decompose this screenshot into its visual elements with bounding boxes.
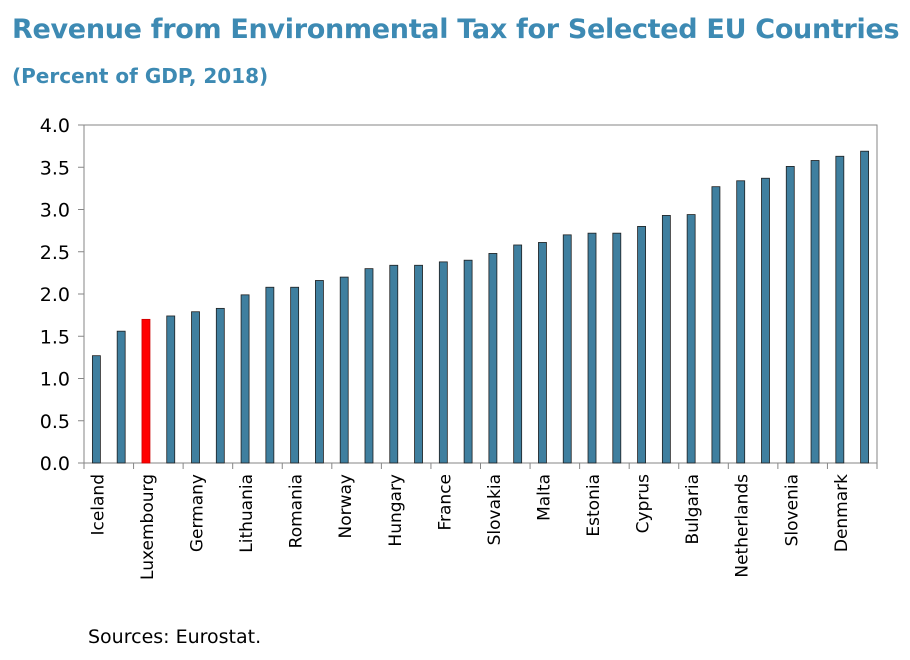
- x-tick-label: Slovakia: [485, 474, 505, 545]
- x-tick-label: Bulgaria: [683, 474, 703, 545]
- x-tick-label: Norway: [336, 474, 356, 539]
- x-tick-label: Hungary: [386, 474, 406, 547]
- bar-sweden: [215, 307, 225, 464]
- x-tick-label: Estonia: [584, 474, 604, 537]
- bar-hungary: [389, 264, 399, 464]
- x-tick-label: Romania: [287, 474, 307, 548]
- bar-bulgaria: [686, 214, 696, 464]
- x-tick-label: Slovenia: [782, 474, 802, 546]
- bar-ireland: [116, 330, 126, 464]
- x-tick-label: Lithuania: [237, 474, 257, 553]
- bar-greece: [761, 177, 770, 464]
- source-note: Sources: Eurostat.: [88, 626, 262, 648]
- bar-netherlands: [736, 180, 746, 464]
- bar-luxembourg: [141, 318, 151, 464]
- chart-title: Revenue from Environmental Tax for Selec…: [12, 14, 900, 45]
- bar-poland: [463, 259, 473, 464]
- bar-spain: [166, 315, 176, 464]
- x-tick-label: Netherlands: [733, 474, 753, 578]
- bar-turkey: [810, 160, 820, 464]
- bar-iceland: [91, 355, 101, 464]
- bar-malta: [538, 242, 547, 464]
- bar-portugal: [364, 268, 374, 464]
- bar-germany: [191, 311, 200, 464]
- bar-italy: [612, 232, 622, 464]
- chart-subtitle: (Percent of GDP, 2018): [12, 64, 269, 88]
- x-tick-label: France: [435, 474, 455, 531]
- plot-frame: [83, 124, 878, 464]
- bar-austria: [513, 244, 523, 464]
- y-tick-label: 0.5: [40, 411, 70, 433]
- y-tick-label: 0.0: [40, 453, 70, 475]
- bar-finland: [562, 234, 572, 464]
- bar-other: [860, 150, 870, 464]
- bar-slovenia: [785, 166, 795, 464]
- bar-france: [438, 261, 448, 464]
- bar-cyprus: [637, 225, 646, 464]
- bar-romania: [290, 286, 300, 464]
- bar-norway: [339, 276, 349, 464]
- y-tick-label: 1.5: [40, 326, 70, 348]
- x-tick-label: Iceland: [88, 474, 108, 536]
- bar-czech-republic: [414, 264, 423, 464]
- x-tick-label: Malta: [534, 474, 554, 521]
- bar-belgium: [265, 286, 275, 464]
- bar-croatia: [711, 186, 721, 464]
- y-tick-label: 2.5: [40, 242, 70, 264]
- bar-slovak-republic: [315, 280, 324, 464]
- bar-slovakia: [488, 253, 498, 464]
- y-tick-label: 4.0: [40, 115, 70, 137]
- y-tick-label: 3.0: [40, 200, 70, 222]
- y-tick-label: 3.5: [40, 157, 70, 179]
- bar-lithuania: [240, 294, 250, 464]
- x-tick-label: Denmark: [832, 474, 852, 552]
- x-tick-label: Luxembourg: [138, 474, 158, 580]
- bar-estonia: [587, 232, 597, 464]
- y-tick-label: 2.0: [40, 284, 70, 306]
- y-tick-label: 1.0: [40, 369, 70, 391]
- x-tick-label: Germany: [188, 474, 208, 552]
- bar-denmark: [835, 155, 845, 464]
- x-tick-label: Cyprus: [634, 474, 654, 533]
- bar-latvia: [661, 215, 671, 464]
